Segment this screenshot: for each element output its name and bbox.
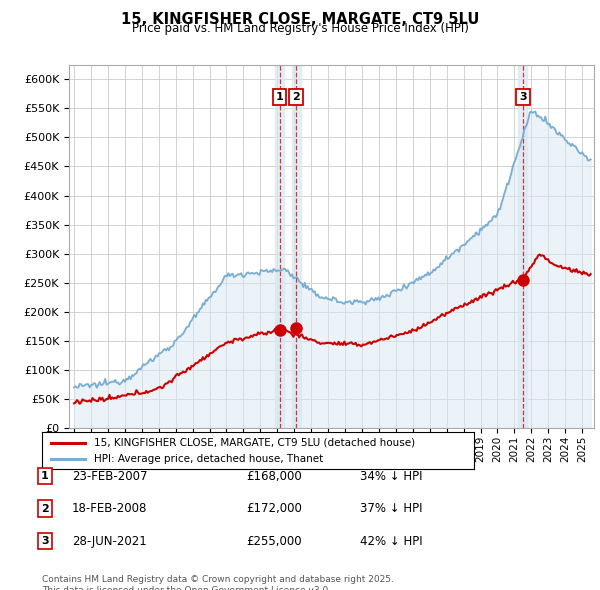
Bar — [292, 65, 301, 428]
Text: £172,000: £172,000 — [246, 502, 302, 515]
Text: 2: 2 — [293, 92, 301, 102]
Text: £255,000: £255,000 — [246, 535, 302, 548]
Text: £168,000: £168,000 — [246, 470, 302, 483]
Text: 42% ↓ HPI: 42% ↓ HPI — [360, 535, 422, 548]
Text: 23-FEB-2007: 23-FEB-2007 — [72, 470, 148, 483]
Text: 3: 3 — [41, 536, 49, 546]
Text: 1: 1 — [41, 471, 49, 481]
Text: 34% ↓ HPI: 34% ↓ HPI — [360, 470, 422, 483]
Text: 2: 2 — [41, 504, 49, 513]
Text: HPI: Average price, detached house, Thanet: HPI: Average price, detached house, Than… — [94, 454, 323, 464]
Text: Price paid vs. HM Land Registry's House Price Index (HPI): Price paid vs. HM Land Registry's House … — [131, 22, 469, 35]
Text: 1: 1 — [275, 92, 283, 102]
Text: 18-FEB-2008: 18-FEB-2008 — [72, 502, 148, 515]
Text: 28-JUN-2021: 28-JUN-2021 — [72, 535, 147, 548]
Bar — [275, 65, 284, 428]
Text: 37% ↓ HPI: 37% ↓ HPI — [360, 502, 422, 515]
Text: 15, KINGFISHER CLOSE, MARGATE, CT9 5LU: 15, KINGFISHER CLOSE, MARGATE, CT9 5LU — [121, 12, 479, 27]
Bar — [518, 65, 527, 428]
Text: 3: 3 — [519, 92, 527, 102]
Text: Contains HM Land Registry data © Crown copyright and database right 2025.
This d: Contains HM Land Registry data © Crown c… — [42, 575, 394, 590]
Text: 15, KINGFISHER CLOSE, MARGATE, CT9 5LU (detached house): 15, KINGFISHER CLOSE, MARGATE, CT9 5LU (… — [94, 438, 415, 448]
